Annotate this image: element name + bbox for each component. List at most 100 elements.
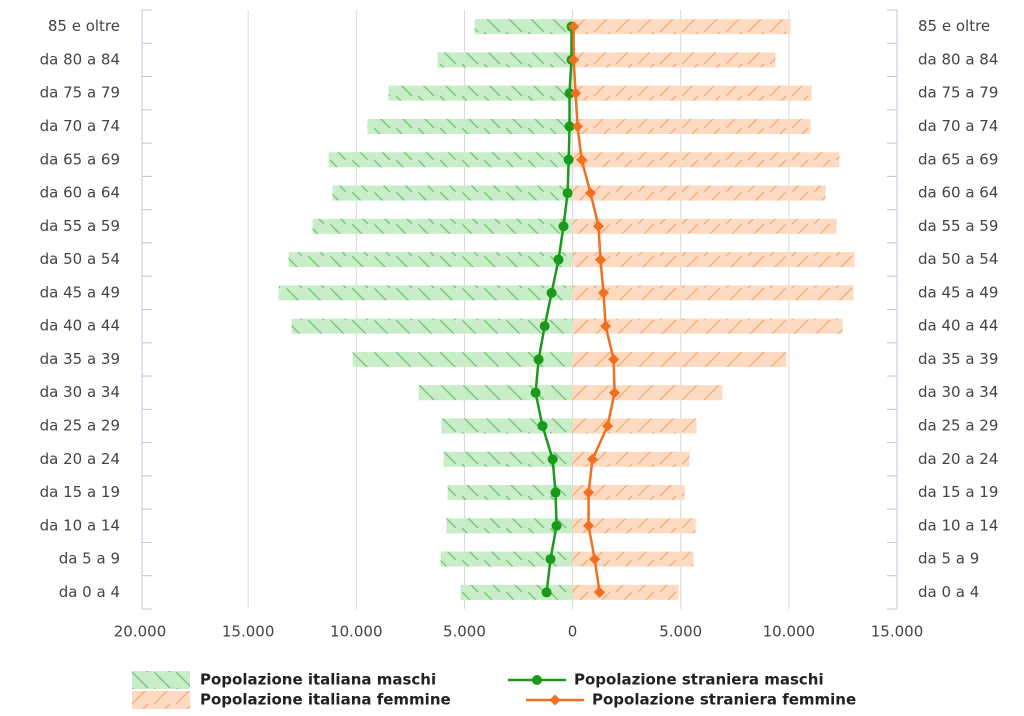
y-tick-label: da 45 a 49	[40, 283, 120, 301]
marker	[594, 586, 606, 598]
marker	[598, 287, 610, 299]
bar	[572, 518, 696, 534]
marker	[545, 554, 556, 565]
y-tick-label: da 65 a 69	[40, 150, 120, 168]
bar	[572, 85, 812, 101]
legend-label: Popolazione straniera femmine	[592, 691, 856, 709]
line	[534, 26, 573, 593]
y-tick-label: da 55 a 59	[40, 217, 120, 235]
bar	[572, 118, 811, 134]
marker	[583, 487, 595, 499]
legend-swatch	[132, 691, 190, 709]
marker	[563, 154, 574, 165]
y-tick-label-right: da 70 a 74	[918, 117, 998, 135]
line	[572, 26, 616, 593]
bar	[572, 418, 697, 434]
bar	[418, 385, 573, 401]
bar	[572, 351, 787, 367]
bar	[572, 252, 855, 268]
y-tick-label: da 60 a 64	[40, 184, 120, 202]
bar	[572, 152, 840, 168]
y-tick-label-right: da 75 a 79	[918, 84, 998, 102]
y-tick-label: da 75 a 79	[40, 84, 120, 102]
bar	[572, 218, 837, 234]
bar	[572, 185, 826, 201]
marker	[583, 520, 595, 532]
marker	[541, 587, 552, 598]
bar	[572, 584, 679, 600]
y-tick-label-right: da 50 a 54	[918, 250, 998, 268]
x-tick-label: 20.000	[114, 623, 167, 641]
bar	[288, 252, 573, 268]
marker	[562, 188, 573, 199]
legend-swatch	[132, 671, 190, 689]
bar	[367, 118, 573, 134]
y-tick-label: da 40 a 44	[40, 317, 120, 335]
marker	[570, 87, 582, 99]
bar	[332, 185, 573, 201]
y-tick-label-right: da 25 a 29	[918, 416, 998, 434]
y-tick-label-right: da 65 a 69	[918, 150, 998, 168]
y-tick-label: da 15 a 19	[40, 483, 120, 501]
bar	[572, 485, 685, 501]
y-tick-label: da 50 a 54	[40, 250, 120, 268]
bar	[443, 451, 573, 467]
y-tick-label: da 70 a 74	[40, 117, 120, 135]
marker	[589, 553, 601, 565]
bar	[352, 351, 573, 367]
y-tick-label-right: da 0 a 4	[918, 583, 979, 601]
marker	[594, 254, 606, 266]
x-tick-label: 5.000	[659, 623, 702, 641]
x-tick-label: 5.000	[443, 623, 486, 641]
marker	[586, 453, 598, 465]
marker	[537, 420, 548, 431]
bar	[572, 385, 723, 401]
legend-label: Popolazione straniera maschi	[574, 671, 824, 689]
marker	[593, 220, 605, 232]
legend-label: Popolazione italiana femmine	[200, 691, 451, 709]
marker	[600, 320, 612, 332]
x-tick-label: 15.000	[871, 623, 924, 641]
y-tick-label-right: da 10 a 14	[918, 516, 998, 534]
x-tick-label: 10.000	[763, 623, 816, 641]
y-tick-label: 85 e oltre	[48, 17, 120, 35]
y-tick-label: da 25 a 29	[40, 416, 120, 434]
x-tick-label: 10.000	[330, 623, 383, 641]
bar	[447, 485, 573, 501]
marker	[609, 387, 621, 399]
bar	[572, 451, 690, 467]
marker	[572, 120, 584, 132]
marker	[530, 387, 541, 398]
y-tick-label-right: da 5 a 9	[918, 550, 979, 568]
marker	[564, 88, 575, 99]
y-tick-label-right: da 20 a 24	[918, 450, 998, 468]
marker	[568, 21, 580, 33]
bar	[328, 152, 573, 168]
y-tick-label: da 20 a 24	[40, 450, 120, 468]
bar	[278, 285, 573, 301]
legend-label: Popolazione italiana maschi	[200, 671, 436, 689]
marker	[568, 54, 580, 66]
marker	[576, 154, 588, 166]
y-tick-label-right: da 40 a 44	[918, 317, 998, 335]
marker	[602, 420, 614, 432]
y-tick-label-right: da 55 a 59	[918, 217, 998, 235]
bar	[440, 551, 573, 567]
bar	[460, 584, 573, 600]
y-tick-label-right: da 30 a 34	[918, 383, 998, 401]
y-tick-label-right: da 60 a 64	[918, 184, 998, 202]
y-tick-label: da 5 a 9	[59, 550, 120, 568]
y-tick-label-right: da 15 a 19	[918, 483, 998, 501]
marker	[547, 454, 558, 465]
marker	[608, 353, 620, 365]
y-tick-label: da 30 a 34	[40, 383, 120, 401]
marker	[539, 321, 550, 332]
bar	[572, 52, 776, 68]
marker	[533, 354, 544, 365]
bar	[291, 318, 573, 334]
y-tick-label-right: 85 e oltre	[918, 17, 990, 35]
legend-marker	[549, 694, 561, 706]
y-tick-label: da 35 a 39	[40, 350, 120, 368]
marker	[564, 121, 575, 132]
marker	[546, 287, 557, 298]
